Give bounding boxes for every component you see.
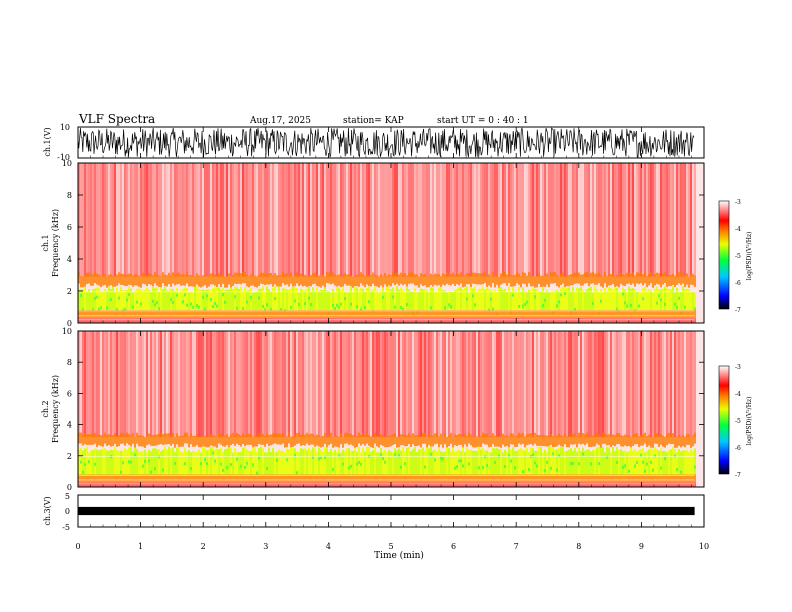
- ch1-spectrogram-ytick-label: 6: [67, 223, 72, 232]
- ch1-colorbar-gradient: [718, 200, 730, 310]
- ch1-waveform-panel: 10 -10 ch.1(V): [43, 123, 705, 162]
- ch1-spectrogram-panel: 0 2 4 6 8 10 ch.1 Frequency (kHz) -3 -4 -5 -6…: [41, 159, 753, 328]
- ch2-colorbar: -3 -4 -5 -6 -7 log(PSD)(V²/Hz): [718, 364, 753, 479]
- ch3-ytick-top: 5: [65, 492, 70, 501]
- ch3-ytick-mid: 0: [65, 507, 70, 516]
- ch2-spectrogram-ytick-label: 8: [67, 358, 72, 367]
- ch1-waveform-trace: [77, 127, 695, 158]
- ch2-colorbar-tick-m6: -6: [735, 445, 741, 452]
- ch3-ylabel: ch.3(V): [43, 496, 52, 525]
- ch3-waveform-trace: [78, 506, 695, 516]
- ch2-spectrogram-ylabel-line1: ch.2: [41, 400, 50, 417]
- ch2-colorbar-tick-m4: -4: [735, 391, 741, 398]
- ch1-spectrogram-ylabel-line2: Frequency (kHz): [51, 209, 60, 277]
- ch1-colorbar-tick-m4: -4: [735, 226, 741, 233]
- ch1-colorbar-tick-m7: -7: [735, 307, 741, 314]
- ch1-spectrogram-ytick-label: 0: [67, 319, 72, 328]
- ch1-colorbar-tick-m5: -5: [735, 253, 741, 260]
- ch1-colorbar-tick-m6: -6: [735, 280, 741, 287]
- ch2-spectrogram-panel: 0 2 4 6 8 10 ch.2 Frequency (kHz) -3 -4 -5 -6…: [41, 327, 753, 492]
- x-axis-label: Time (min): [374, 550, 424, 561]
- ch2-colorbar-label: log(PSD)(V²/Hz): [746, 397, 753, 446]
- x-axis-ticks: 0 1 2 3 4 5 6 7 8 9 10: [75, 127, 709, 551]
- ch1-colorbar-label: log(PSD)(V²/Hz): [746, 232, 753, 281]
- ch1-spectrogram-ytick-label: 4: [67, 255, 72, 264]
- station-label: station= KAP: [343, 116, 404, 126]
- date-label: Aug.17, 2025: [249, 116, 311, 126]
- ch2-spectrogram-ylabel-line2: Frequency (kHz): [51, 375, 60, 443]
- x-tick-label: 8: [576, 542, 581, 551]
- x-tick-label: 0: [75, 542, 80, 551]
- ch3-ytick-bottom: -5: [62, 523, 70, 532]
- start-time-label: start UT = 0 : 40 : 1: [437, 116, 529, 126]
- x-tick-label: 6: [451, 542, 456, 551]
- ch2-spectrogram-ytick-label: 0: [67, 483, 72, 492]
- ch1-spectrogram-image: [78, 163, 696, 323]
- ch1-spectrogram-ytick-label: 10: [62, 159, 72, 168]
- x-tick-label: 1: [138, 542, 143, 551]
- ch1-spectrogram-ylabel-line1: ch.1: [41, 234, 50, 251]
- ch2-colorbar-tick-m5: -5: [735, 418, 741, 425]
- ch2-colorbar-tick-m3: -3: [735, 364, 741, 371]
- ch1-colorbar: -3 -4 -5 -6 -7 log(PSD)(V²/Hz): [718, 199, 753, 314]
- ch2-colorbar-tick-m7: -7: [735, 472, 741, 479]
- ch3-waveform-panel: 5 0 -5 ch.3(V): [43, 492, 705, 532]
- x-tick-label: 2: [201, 542, 206, 551]
- x-tick-label: 9: [639, 542, 644, 551]
- ch2-colorbar-gradient: [718, 365, 730, 475]
- x-tick-label: 10: [699, 542, 709, 551]
- ch2-spectrogram-ytick-label: 6: [67, 389, 72, 398]
- ch2-spectrogram-image: [78, 331, 696, 487]
- ch1-spectrogram-ytick-label: 8: [67, 191, 72, 200]
- ch2-spectrogram-ytick-label: 2: [67, 452, 72, 461]
- ch1-ylabel: ch.1(V): [43, 127, 52, 156]
- x-tick-label: 3: [263, 542, 268, 551]
- ch1-ytick-top: 10: [60, 123, 70, 132]
- chart-title: VLF Spectra: [78, 112, 155, 126]
- ch2-spectrogram-ytick-label: 4: [67, 421, 72, 430]
- x-tick-label: 4: [326, 542, 331, 551]
- ch1-spectrogram-ytick-label: 2: [67, 287, 72, 296]
- ch1-ytick-bottom: -10: [57, 153, 70, 162]
- ch2-spectrogram-ytick-label: 10: [62, 327, 72, 336]
- x-tick-label: 7: [514, 542, 519, 551]
- x-tick-label: 5: [388, 542, 393, 551]
- ch1-colorbar-tick-m3: -3: [735, 199, 741, 206]
